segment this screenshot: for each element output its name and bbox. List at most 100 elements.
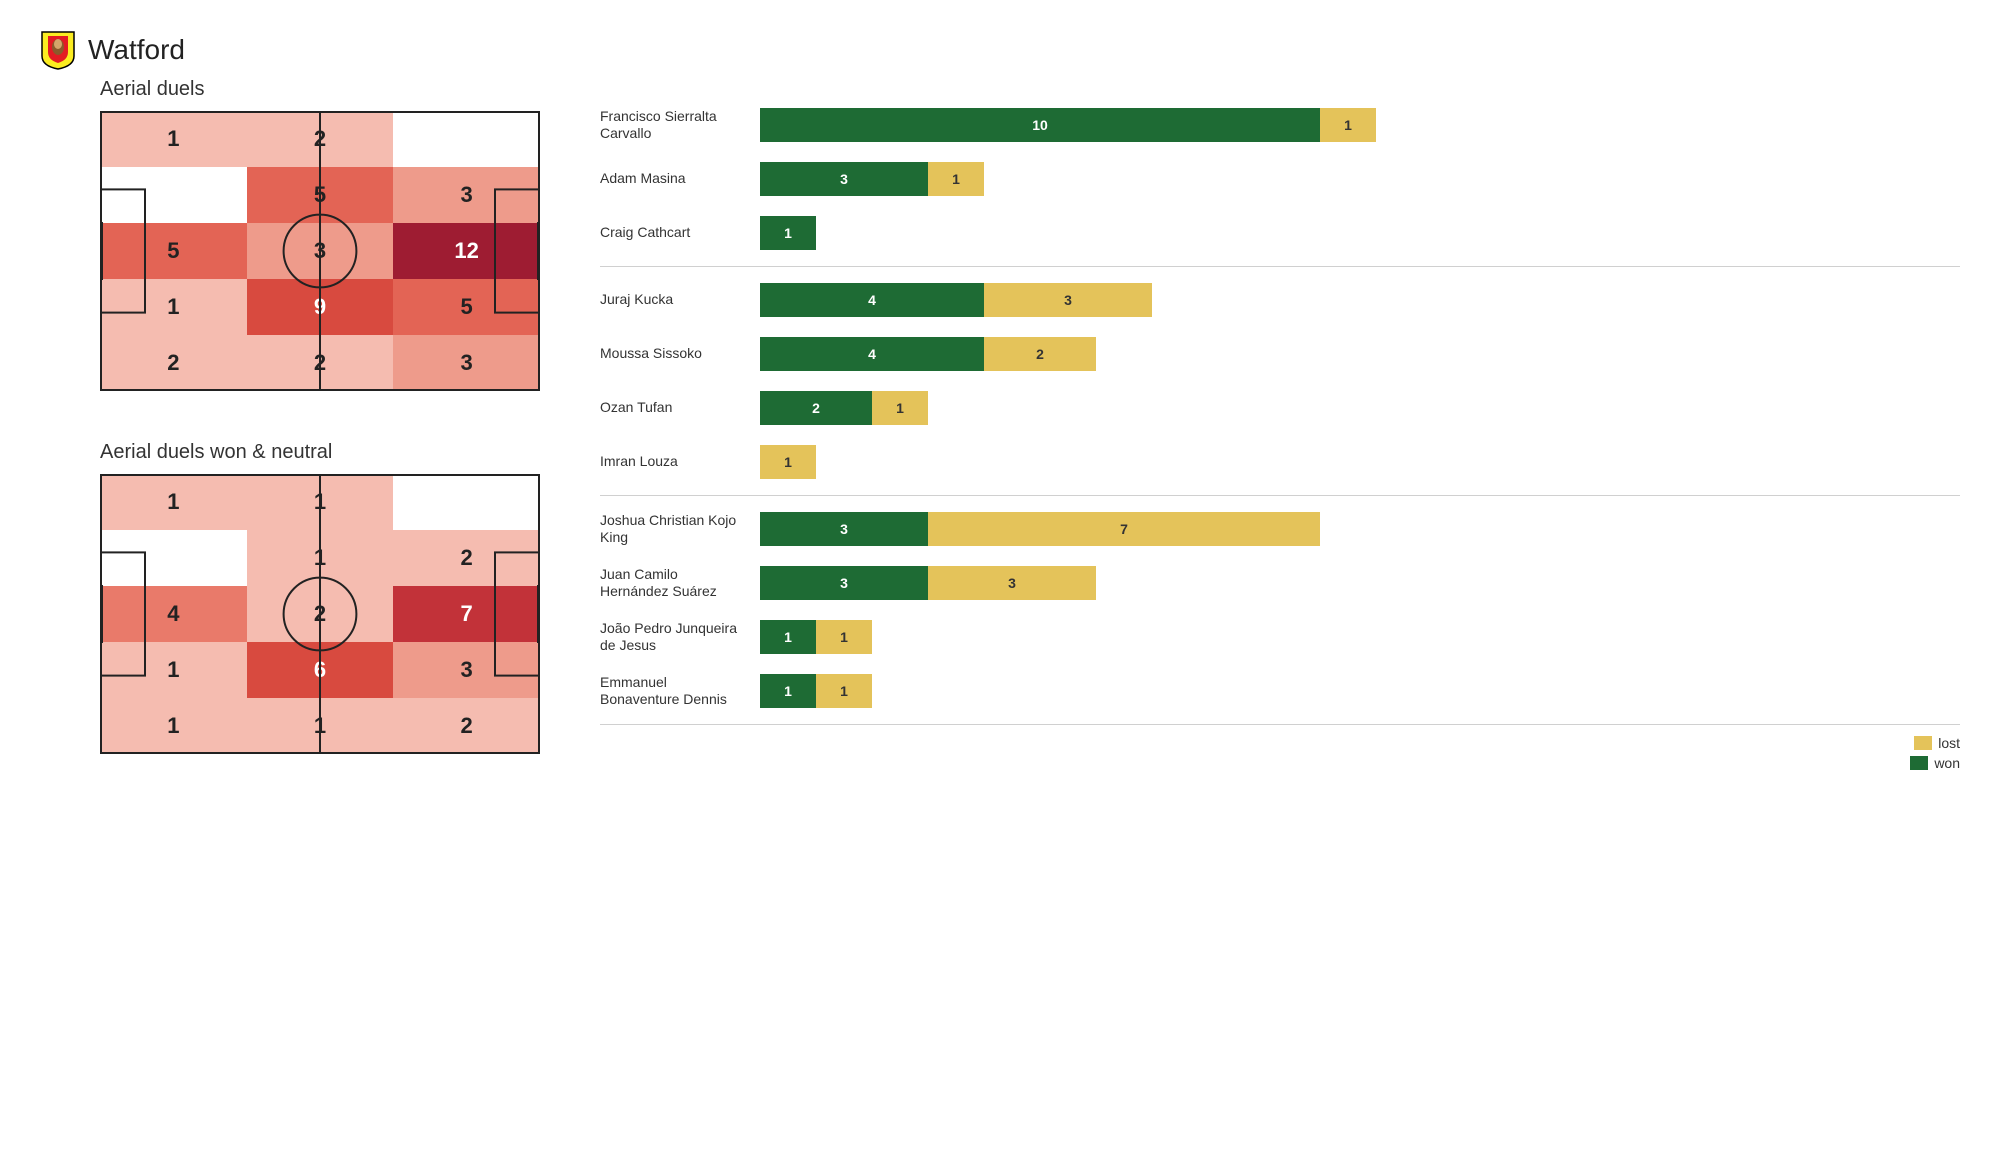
- bar-segment-lost: 1: [760, 445, 816, 479]
- player-name-label: Emmanuel Bonaventure Dennis: [600, 674, 760, 709]
- bar-track: 33: [760, 566, 1960, 600]
- legend-swatch-icon: [1914, 736, 1932, 750]
- bar-segment-won: 3: [760, 162, 928, 196]
- bar-segment-won: 1: [760, 620, 816, 654]
- legend-item: lost: [1914, 735, 1960, 751]
- heatmap-cell: [393, 474, 540, 530]
- player-bar-row: Juraj Kucka43: [600, 273, 1960, 327]
- bar-chart-column: Francisco Sierralta Carvallo101Adam Masi…: [600, 78, 1960, 771]
- player-bar-row: Moussa Sissoko42: [600, 327, 1960, 381]
- player-bar-row: Craig Cathcart1: [600, 206, 1960, 260]
- bar-segment-lost: 1: [816, 620, 872, 654]
- bar-segment-lost: 3: [984, 283, 1152, 317]
- heatmap-cell: 1: [100, 111, 247, 167]
- heatmap-cell: 5: [393, 279, 540, 335]
- player-name-label: Juraj Kucka: [600, 291, 760, 309]
- heatmap-title: Aerial duels: [100, 78, 560, 101]
- heatmap-cell: 1: [247, 530, 394, 586]
- bar-segment-won: 10: [760, 108, 1320, 142]
- player-bar-row: Ozan Tufan21: [600, 381, 1960, 435]
- legend-swatch-icon: [1910, 756, 1928, 770]
- heatmap-cell: 1: [100, 698, 247, 754]
- bar-segment-won: 4: [760, 283, 984, 317]
- heatmaps-column: Aerial duels12535312195223 Aerial duels …: [40, 78, 560, 804]
- heatmap-cell: 3: [393, 642, 540, 698]
- heatmap-block: Aerial duels won & neutral1112427163112: [100, 441, 560, 754]
- heatmap-cell: 4: [100, 586, 247, 642]
- bar-segment-lost: 1: [872, 391, 928, 425]
- bar-segment-lost: 2: [984, 337, 1096, 371]
- pitch-heatmap: 1112427163112: [100, 474, 540, 754]
- heatmap-cell: 2: [100, 335, 247, 391]
- heatmap-cell: 2: [393, 698, 540, 754]
- heatmap-cell: 9: [247, 279, 394, 335]
- player-bar-row: João Pedro Junqueira de Jesus11: [600, 610, 1960, 664]
- bar-track: 21: [760, 391, 1960, 425]
- heatmap-cell: 1: [100, 279, 247, 335]
- bar-track: 11: [760, 620, 1960, 654]
- player-bar-row: Adam Masina31: [600, 152, 1960, 206]
- player-bar-row: Emmanuel Bonaventure Dennis11: [600, 664, 1960, 718]
- player-name-label: Juan Camilo Hernández Suárez: [600, 566, 760, 601]
- heatmap-cell: [100, 530, 247, 586]
- bar-track: 11: [760, 674, 1960, 708]
- heatmap-cell: 12: [393, 223, 540, 279]
- team-crest-icon: [40, 30, 76, 70]
- team-name: Watford: [88, 34, 185, 66]
- main-layout: Aerial duels12535312195223 Aerial duels …: [40, 78, 1960, 804]
- legend-label: won: [1934, 755, 1960, 771]
- heatmap-cell: 2: [393, 530, 540, 586]
- bar-segment-won: 1: [760, 674, 816, 708]
- heatmap-cell: 3: [393, 335, 540, 391]
- heatmap-cell: 2: [247, 586, 394, 642]
- heatmap-cell: 3: [393, 167, 540, 223]
- bar-segment-lost: 1: [1320, 108, 1376, 142]
- pitch-heatmap: 12535312195223: [100, 111, 540, 391]
- heatmap-cell: [100, 167, 247, 223]
- bar-segment-won: 3: [760, 512, 928, 546]
- heatmap-cell: [393, 111, 540, 167]
- heatmap-cell: 7: [393, 586, 540, 642]
- bar-segment-won: 1: [760, 216, 816, 250]
- player-name-label: Imran Louza: [600, 453, 760, 471]
- heatmap-cell: 1: [247, 698, 394, 754]
- legend-label: lost: [1938, 735, 1960, 751]
- bar-segment-won: 3: [760, 566, 928, 600]
- bar-segment-lost: 1: [816, 674, 872, 708]
- bar-track: 43: [760, 283, 1960, 317]
- heatmap-cell: 6: [247, 642, 394, 698]
- bar-track: 37: [760, 512, 1960, 546]
- bar-track: 1: [760, 216, 1960, 250]
- player-bar-row: Joshua Christian Kojo King37: [600, 502, 1960, 556]
- player-name-label: Adam Masina: [600, 170, 760, 188]
- bar-track: 1: [760, 445, 1960, 479]
- heatmap-cell: 2: [247, 111, 394, 167]
- player-bar-row: Imran Louza1: [600, 435, 1960, 489]
- bar-track: 31: [760, 162, 1960, 196]
- heatmap-cell: 1: [100, 642, 247, 698]
- group-divider: [600, 495, 1960, 496]
- player-name-label: Ozan Tufan: [600, 399, 760, 417]
- heatmap-cell: 5: [100, 223, 247, 279]
- bar-track: 42: [760, 337, 1960, 371]
- heatmap-cell: 5: [247, 167, 394, 223]
- heatmap-title: Aerial duels won & neutral: [100, 441, 560, 464]
- player-name-label: Joshua Christian Kojo King: [600, 512, 760, 547]
- bar-track: 101: [760, 108, 1960, 142]
- heatmap-cell: 1: [100, 474, 247, 530]
- player-name-label: João Pedro Junqueira de Jesus: [600, 620, 760, 655]
- bar-segment-won: 4: [760, 337, 984, 371]
- bar-segment-lost: 1: [928, 162, 984, 196]
- legend-item: won: [1910, 755, 1960, 771]
- bar-segment-won: 2: [760, 391, 872, 425]
- heatmap-cell: 3: [247, 223, 394, 279]
- player-bar-row: Juan Camilo Hernández Suárez33: [600, 556, 1960, 610]
- heatmap-block: Aerial duels12535312195223: [100, 78, 560, 391]
- heatmap-cell: 1: [247, 474, 394, 530]
- bar-segment-lost: 7: [928, 512, 1320, 546]
- bar-segment-lost: 3: [928, 566, 1096, 600]
- player-bar-row: Francisco Sierralta Carvallo101: [600, 98, 1960, 152]
- player-name-label: Francisco Sierralta Carvallo: [600, 108, 760, 143]
- group-divider: [600, 724, 1960, 725]
- heatmap-cell: 2: [247, 335, 394, 391]
